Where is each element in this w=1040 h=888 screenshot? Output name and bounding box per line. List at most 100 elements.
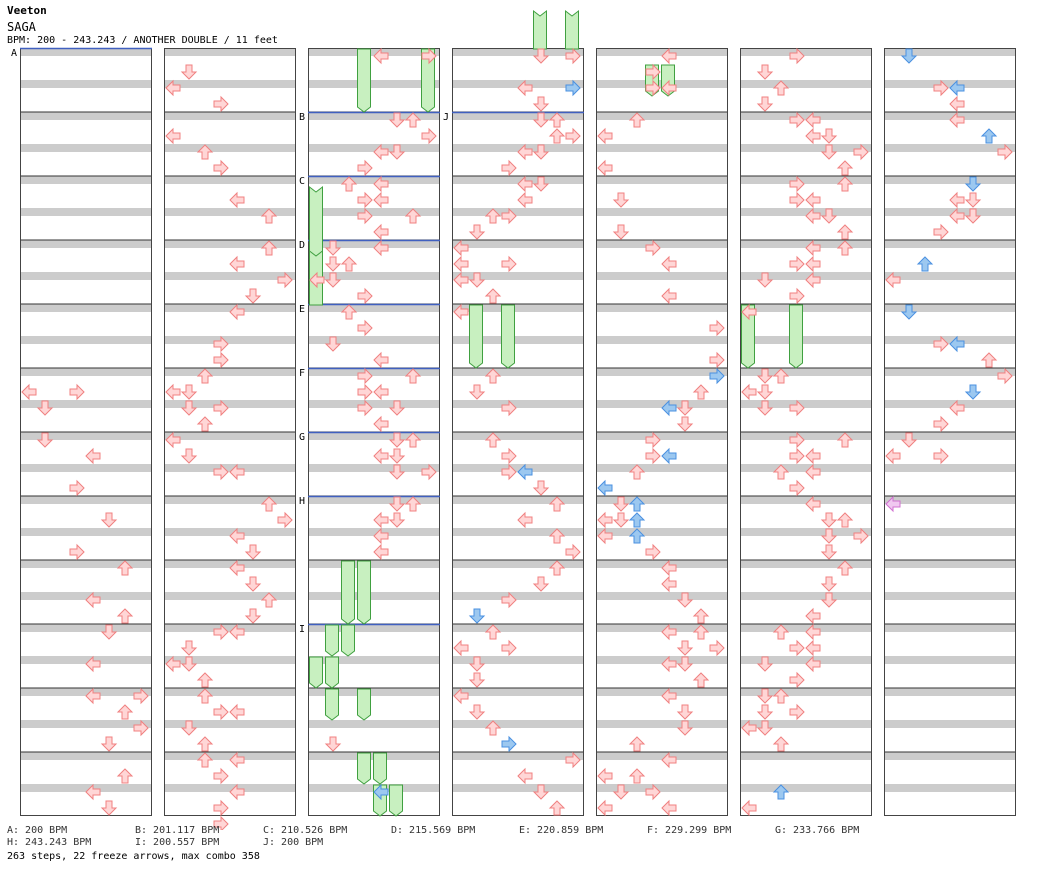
- step-arrow: [756, 368, 774, 384]
- step-arrow: [836, 512, 854, 528]
- step-arrow: [501, 255, 517, 273]
- step-arrow: [373, 543, 389, 561]
- step-arrow: [805, 111, 821, 129]
- step-arrow: [85, 447, 101, 465]
- step-arrow: [517, 191, 533, 209]
- step-arrow: [676, 416, 694, 432]
- step-arrow: [244, 288, 262, 304]
- step-arrow: [661, 575, 677, 593]
- step-arrow: [772, 368, 790, 384]
- step-arrow: [324, 336, 342, 352]
- step-arrow: [404, 368, 422, 384]
- chart-column-1: [20, 48, 152, 816]
- step-arrow: [645, 783, 661, 801]
- step-arrow: [373, 783, 389, 801]
- step-arrow: [229, 559, 245, 577]
- step-arrow: [404, 496, 422, 512]
- step-arrow: [597, 127, 613, 145]
- step-arrow: [532, 48, 550, 64]
- step-arrow: [820, 592, 838, 608]
- step-arrow: [789, 287, 805, 305]
- step-arrow: [100, 736, 118, 752]
- step-arrow: [612, 192, 630, 208]
- section-label: J: [443, 112, 449, 123]
- step-arrow: [565, 79, 581, 97]
- step-arrow: [85, 655, 101, 673]
- step-arrow: [421, 127, 437, 145]
- step-arrow: [180, 400, 198, 416]
- step-arrow: [756, 96, 774, 112]
- step-arrow: [645, 543, 661, 561]
- step-arrow: [453, 639, 469, 657]
- step-arrow: [213, 95, 229, 113]
- step-arrow: [532, 176, 550, 192]
- step-arrow: [628, 528, 646, 544]
- step-arrow: [260, 240, 278, 256]
- step-arrow: [964, 192, 982, 208]
- section-marker-c: C: [299, 175, 440, 187]
- section-label: E: [299, 304, 305, 315]
- step-arrow: [612, 224, 630, 240]
- step-arrow: [180, 448, 198, 464]
- step-arrow: [853, 143, 869, 161]
- step-arrow: [820, 208, 838, 224]
- step-arrow: [964, 384, 982, 400]
- freeze-arrow: [389, 784, 403, 817]
- step-arrow: [628, 112, 646, 128]
- step-arrow: [532, 112, 550, 128]
- step-arrow: [548, 112, 566, 128]
- step-arrow: [229, 463, 245, 481]
- step-arrow: [501, 463, 517, 481]
- step-arrow: [532, 576, 550, 592]
- section-label: B: [299, 112, 305, 123]
- step-arrow: [116, 704, 134, 720]
- step-arrow: [789, 399, 805, 417]
- bpm-entry: B: 201.117 BPM: [135, 825, 220, 836]
- step-arrow: [645, 63, 661, 81]
- chart-summary: 263 steps, 22 freeze arrows, max combo 3…: [7, 851, 260, 862]
- step-arrow: [692, 624, 710, 640]
- step-arrow: [229, 255, 245, 273]
- step-arrow: [468, 272, 486, 288]
- step-arrow: [116, 560, 134, 576]
- step-arrow: [373, 223, 389, 241]
- step-arrow: [949, 399, 965, 417]
- step-arrow: [213, 399, 229, 417]
- step-arrow: [964, 176, 982, 192]
- section-label: A: [11, 48, 17, 59]
- step-arrow: [404, 208, 422, 224]
- step-arrow: [180, 656, 198, 672]
- step-arrow: [404, 112, 422, 128]
- step-arrow: [532, 784, 550, 800]
- step-arrow: [532, 96, 550, 112]
- step-arrow: [661, 751, 677, 769]
- step-arrow: [468, 656, 486, 672]
- chart-column-5: [596, 48, 728, 816]
- section-marker-b: B: [299, 111, 440, 123]
- step-arrow: [836, 224, 854, 240]
- step-arrow: [213, 463, 229, 481]
- step-arrow: [997, 367, 1013, 385]
- step-arrow: [709, 319, 725, 337]
- step-arrow: [501, 735, 517, 753]
- step-arrow: [949, 335, 965, 353]
- step-arrow: [517, 767, 533, 785]
- bpm-entry: G: 233.766 BPM: [775, 825, 860, 836]
- section-label: D: [299, 240, 305, 251]
- step-arrow: [100, 800, 118, 816]
- step-arrow: [692, 672, 710, 688]
- bpm-entry: I: 200.557 BPM: [135, 837, 220, 848]
- step-arrow: [820, 576, 838, 592]
- step-arrow: [628, 512, 646, 528]
- step-arrow: [388, 464, 406, 480]
- step-arrow: [453, 303, 469, 321]
- step-arrow: [916, 256, 934, 272]
- step-arrow: [196, 752, 214, 768]
- freeze-arrow: [341, 560, 355, 625]
- bpm-entry: C: 210.526 BPM: [263, 825, 348, 836]
- step-arrow: [709, 367, 725, 385]
- step-arrow: [373, 511, 389, 529]
- step-arrow: [260, 496, 278, 512]
- step-arrow: [548, 800, 566, 816]
- step-arrow: [404, 432, 422, 448]
